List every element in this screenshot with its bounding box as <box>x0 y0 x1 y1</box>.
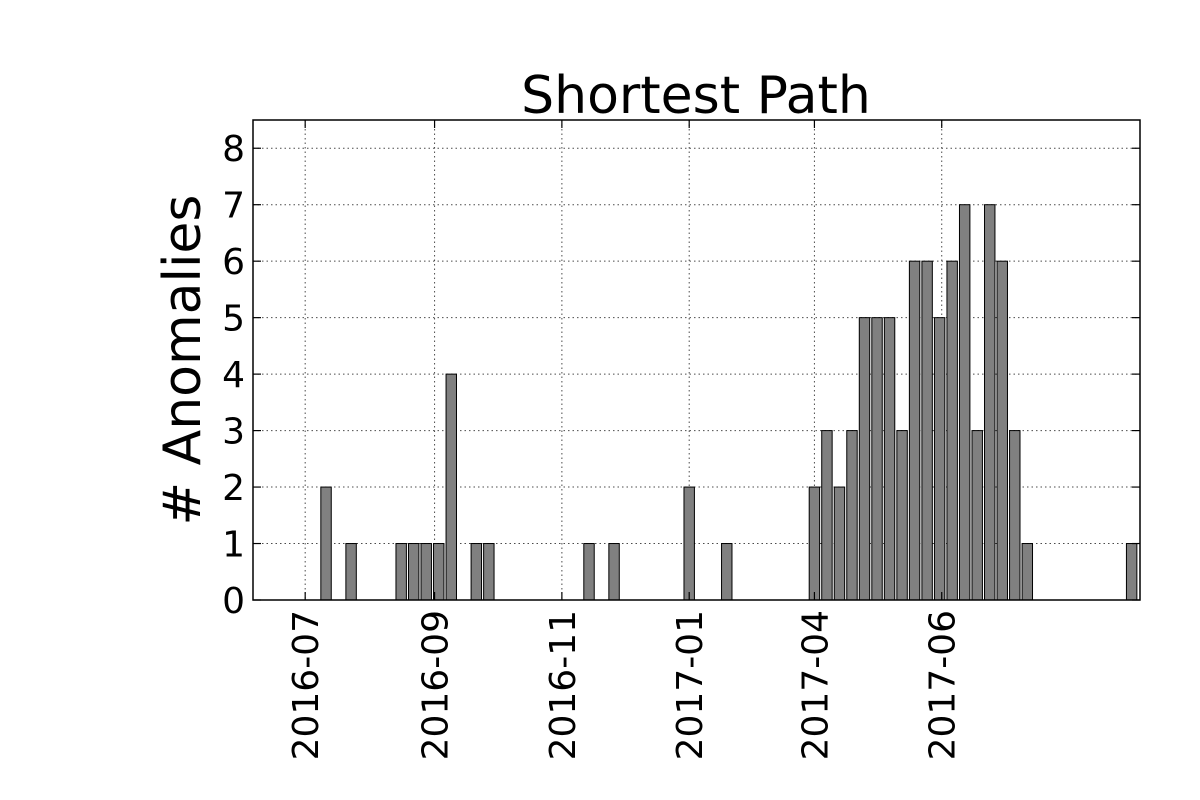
bar <box>846 430 858 601</box>
bar <box>858 317 871 601</box>
bars <box>320 204 1138 601</box>
bar <box>433 543 445 601</box>
bar <box>1009 430 1021 601</box>
bar <box>971 430 983 601</box>
y-tick-label: 4 <box>222 355 245 396</box>
bar <box>921 260 933 601</box>
bar <box>483 543 495 601</box>
bar <box>345 543 357 601</box>
x-tick-label: 2017-04 <box>795 610 836 760</box>
x-tick-label: 2016-11 <box>543 610 584 760</box>
bar <box>1021 543 1034 601</box>
bar <box>470 543 483 601</box>
y-axis-label: # Anomalies <box>153 195 213 526</box>
bar <box>984 204 996 601</box>
y-tick-label: 8 <box>222 129 245 170</box>
plot-frame <box>252 119 1141 601</box>
ticks: 0 1 2 3 4 5 6 7 8 2016-07 2016-09 2016-11 2017-01 201… <box>222 120 1140 760</box>
x-tick-label: 2017-01 <box>670 610 711 760</box>
bar <box>896 430 908 601</box>
y-tick-label: 2 <box>222 468 245 509</box>
bar <box>996 260 1008 601</box>
y-tick-label: 5 <box>222 299 245 340</box>
y-tick-label: 7 <box>222 186 245 227</box>
x-tick-label: 2016-07 <box>286 610 327 760</box>
x-tick-label: 2017-06 <box>923 610 964 760</box>
y-tick-label: 6 <box>222 242 245 283</box>
y-tick-label: 1 <box>222 525 245 566</box>
bar <box>958 204 971 601</box>
chart-title: Shortest Path <box>521 66 871 126</box>
bar <box>946 260 958 601</box>
bar <box>407 543 420 601</box>
bar <box>871 317 883 601</box>
bar <box>821 430 833 601</box>
bar <box>721 543 733 601</box>
bar <box>445 373 457 601</box>
bar <box>908 260 921 601</box>
bar <box>833 486 846 601</box>
bar <box>320 486 332 601</box>
x-tick-label: 2016-09 <box>416 610 457 760</box>
bar <box>583 543 595 601</box>
bar <box>420 543 432 601</box>
y-tick-label: 3 <box>222 412 245 453</box>
bar <box>608 543 620 601</box>
bar <box>933 317 946 601</box>
bar <box>1125 543 1138 601</box>
bar <box>808 486 821 601</box>
bar <box>395 543 407 601</box>
bar <box>883 317 896 601</box>
bar <box>683 486 695 601</box>
y-tick-label: 0 <box>222 581 245 622</box>
